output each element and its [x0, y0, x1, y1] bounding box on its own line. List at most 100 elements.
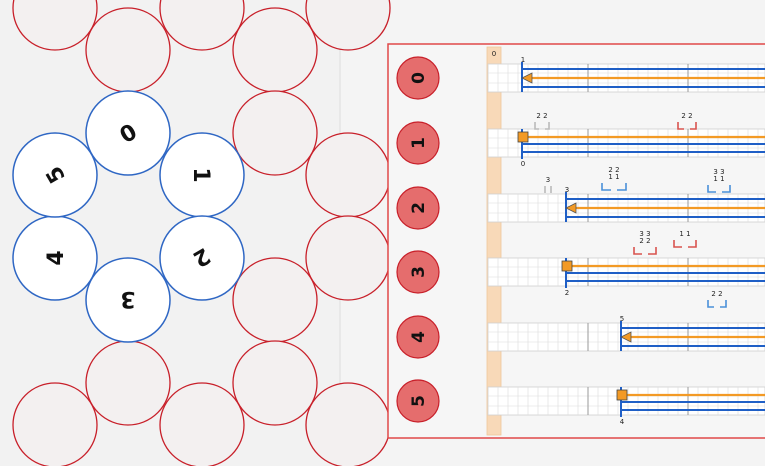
- highlight-column-label: 0: [492, 50, 496, 58]
- bracket-mark: [633, 247, 642, 255]
- row-badge: [396, 379, 440, 423]
- bracket-mark: [677, 122, 684, 130]
- numbered-cell: 0: [85, 90, 171, 176]
- track-start-square: [616, 389, 628, 401]
- schedule-row: 23: [396, 186, 765, 230]
- neighbor-cell: [12, 382, 98, 466]
- bracket-label: 2 2: [639, 237, 650, 245]
- bracket-annotation: 2 21 1: [601, 166, 627, 191]
- numbered-cell: 3: [85, 257, 171, 343]
- track-start-triangle: [521, 72, 533, 84]
- cell-number: 4: [44, 250, 69, 265]
- schedule-row: 45: [396, 315, 765, 359]
- track-start-square: [561, 260, 573, 272]
- track-tail-label: 4: [620, 418, 625, 426]
- bracket-label: 2 2: [681, 112, 692, 120]
- row-badge: [396, 315, 440, 359]
- bracket-mark: [722, 185, 731, 193]
- bracket-label: 2 2: [536, 112, 547, 120]
- bracket-label: 1 1: [713, 175, 724, 183]
- track-start-triangle: [620, 331, 632, 343]
- bracket-label: 1 1: [608, 173, 619, 181]
- cell-circle: [12, 132, 98, 218]
- bracket-mark: [673, 240, 682, 248]
- schedule-row: 10: [396, 121, 765, 168]
- neighbor-cell: [232, 90, 318, 176]
- bracket-label: 3 3: [713, 168, 724, 176]
- row-badge-number: 0: [409, 72, 429, 84]
- bracket-mark: [688, 240, 697, 248]
- bracket-mark: [545, 122, 550, 130]
- bracket-label: 2 2: [608, 166, 619, 174]
- bracket-label: 3: [546, 176, 550, 184]
- row-badge: [396, 56, 440, 100]
- bracket-annotation: 3 31 1: [707, 168, 731, 193]
- bracket-annotation: 3: [544, 176, 552, 193]
- cell-number: 1: [188, 167, 213, 182]
- neighbor-cell: [305, 132, 391, 218]
- neighbor-cell: [232, 257, 318, 343]
- bracket-annotation: 2 2: [534, 112, 550, 130]
- numbered-cell: 4: [12, 215, 98, 301]
- row-badge: [396, 121, 440, 165]
- track-start-triangle: [565, 202, 577, 214]
- bracket-label: 3 3: [639, 230, 650, 238]
- track-label: 5: [620, 315, 624, 323]
- bracket-mark: [707, 300, 714, 308]
- neighbor-cell: [85, 340, 171, 426]
- track-start-square: [517, 131, 529, 143]
- bracket-mark: [690, 122, 697, 130]
- highlight-column: [486, 46, 502, 436]
- numbered-cell: 5: [12, 132, 98, 218]
- numbered-cell: 1: [159, 132, 245, 218]
- cell-circle: [85, 90, 171, 176]
- bracket-annotation: 1 1: [673, 230, 697, 248]
- neighbor-cells: [12, 0, 391, 466]
- bracket-annotation: 3 32 2: [633, 230, 657, 255]
- bracket-mark: [707, 185, 716, 193]
- track-label: 1: [521, 56, 525, 64]
- neighbor-cell: [305, 215, 391, 301]
- schedule-row: 32: [396, 250, 765, 297]
- neighbor-cell: [305, 0, 391, 51]
- row-badge: [396, 250, 440, 294]
- cell-number: 3: [120, 286, 135, 311]
- neighbor-cell: [85, 7, 171, 93]
- track-label: 3: [565, 186, 569, 194]
- cell-circle: [159, 215, 245, 301]
- bracket-annotation: 2 2: [707, 290, 727, 308]
- row-badge-number: 1: [409, 137, 429, 149]
- bracket-label: 2 2: [711, 290, 722, 298]
- track-tail-label: 2: [565, 289, 569, 297]
- neighbor-cell: [232, 7, 318, 93]
- bracket-mark: [617, 183, 627, 191]
- neighbor-cell: [12, 0, 98, 51]
- bracket-mark: [720, 300, 727, 308]
- row-badge-number: 5: [409, 395, 429, 407]
- bracket-label: 1 1: [679, 230, 690, 238]
- row-badge-number: 4: [409, 331, 429, 343]
- neighbor-cell: [305, 382, 391, 466]
- bracket-mark: [648, 247, 657, 255]
- row-badge-number: 3: [409, 266, 429, 278]
- row-badge: [396, 186, 440, 230]
- neighbor-cell: [232, 340, 318, 426]
- neighbor-cell: [159, 0, 245, 51]
- bracket-mark: [601, 183, 611, 191]
- track-tail-label: 0: [521, 160, 525, 168]
- cell-circle: [85, 257, 171, 343]
- schedule-row: 54: [396, 379, 765, 426]
- schedule-row: 01: [396, 56, 765, 100]
- row-badge-number: 2: [409, 202, 429, 214]
- bracket-annotation: 2 2: [677, 112, 697, 130]
- bracket-mark: [534, 122, 539, 130]
- numbered-cell: 2: [159, 215, 245, 301]
- neighbor-cell: [159, 382, 245, 466]
